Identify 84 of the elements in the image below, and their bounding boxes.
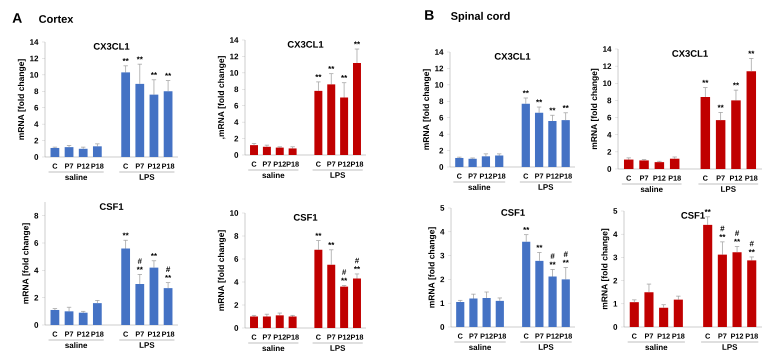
bar [135, 284, 144, 325]
bar [78, 312, 88, 325]
y-axis-title: mRNA [fold change] [590, 68, 599, 150]
bar [747, 260, 756, 327]
bar [674, 300, 683, 327]
bar [262, 316, 271, 328]
bar [262, 146, 271, 155]
bar [534, 112, 544, 167]
bar [670, 158, 680, 169]
bar [731, 100, 741, 169]
bar [469, 298, 478, 327]
bar [746, 71, 756, 169]
bar [482, 298, 491, 327]
bar [718, 254, 727, 327]
bar [456, 302, 464, 327]
bar [250, 316, 258, 328]
bar [150, 268, 158, 325]
bar [548, 276, 557, 327]
bar [78, 148, 88, 157]
y-axis-title: mRNA [fold change] [18, 59, 26, 140]
bar [659, 308, 668, 327]
bar [276, 315, 284, 328]
bar [703, 224, 712, 327]
bar [522, 242, 530, 327]
bar [50, 148, 60, 157]
bar [164, 91, 172, 157]
bar [340, 97, 348, 155]
bar [455, 158, 464, 167]
text: Cortex [39, 15, 74, 23]
bar [92, 303, 102, 325]
bar [327, 264, 336, 328]
bar [135, 84, 144, 157]
text: Spinal cord [450, 12, 510, 22]
chart-title: CSF1 [501, 209, 525, 216]
bar [288, 316, 297, 328]
bar [654, 162, 664, 169]
bar [495, 155, 504, 167]
bar [732, 252, 742, 327]
bar [716, 120, 726, 169]
y-axis-title: mRNA [fold change] [422, 69, 431, 150]
bar [482, 156, 490, 167]
chart-title: CSF1 [681, 212, 705, 219]
bar [314, 90, 322, 155]
bar [468, 158, 477, 167]
y-axis-title: mRNA [fold change] [218, 230, 226, 311]
bar [639, 160, 649, 169]
bar [644, 292, 654, 327]
chart-title: CSF1 [100, 203, 124, 210]
bar [340, 286, 348, 328]
bar [121, 72, 130, 157]
bar [352, 62, 361, 155]
y-axis-title: ,mRNA [fold change] [218, 56, 226, 139]
chart-title: CX3CL1 [672, 50, 708, 57]
bar [50, 310, 60, 325]
bar [64, 311, 74, 325]
chart-title: CSF1 [294, 214, 318, 221]
bar [150, 94, 158, 157]
bar [276, 148, 284, 155]
bar [630, 302, 639, 327]
y-axis-title: mRNA [fold change] [601, 228, 610, 310]
bar [314, 250, 322, 328]
bar [164, 288, 172, 325]
bar [496, 300, 504, 327]
bar [700, 96, 710, 169]
bar [121, 248, 130, 325]
chart-title: CX3CL1 [288, 40, 324, 48]
y-axis-title: mRNA [fold change] [428, 227, 436, 308]
bar [562, 120, 570, 167]
bar [64, 147, 74, 157]
bar [522, 104, 530, 167]
text: B [425, 10, 434, 20]
y-axis-title: mRNA [fold change] [22, 223, 30, 304]
chart-title: CX3CL1 [94, 42, 130, 50]
bar [288, 148, 297, 155]
bar [352, 278, 361, 328]
bar [327, 84, 336, 155]
bar [250, 145, 258, 155]
chart-title: CX3CL1 [494, 52, 530, 60]
bar [624, 160, 634, 169]
bar [562, 279, 570, 327]
bar [535, 260, 544, 327]
bar [548, 120, 557, 167]
bar [92, 146, 102, 157]
text: A [12, 13, 22, 23]
